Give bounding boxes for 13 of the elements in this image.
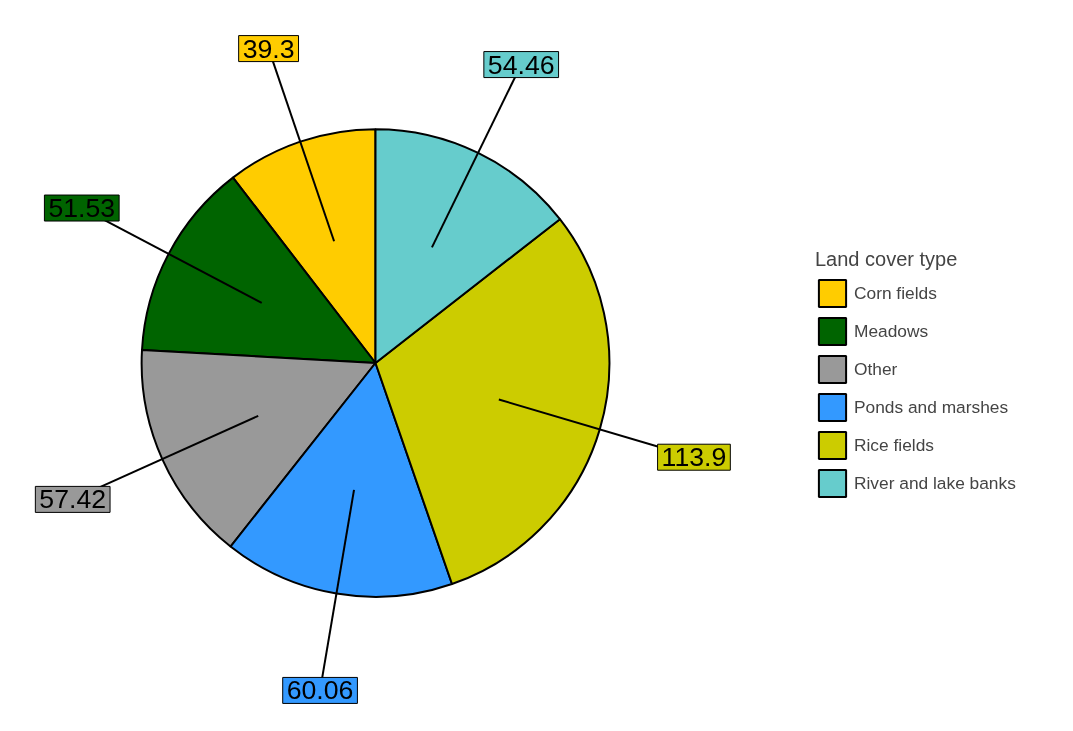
legend-label: River and lake banks bbox=[854, 472, 1016, 494]
legend-title: Land cover type bbox=[815, 248, 959, 271]
data-label: 57.42 bbox=[39, 484, 107, 515]
legend-label: Other bbox=[854, 358, 898, 380]
data-label: 113.9 bbox=[661, 442, 727, 473]
data-label: 54.46 bbox=[487, 49, 555, 80]
data-label: 39.3 bbox=[242, 33, 295, 64]
legend-label: Ponds and marshes bbox=[854, 396, 1009, 418]
legend-label: Corn fields bbox=[854, 282, 937, 304]
data-label: 60.06 bbox=[286, 675, 354, 706]
legend-label: Rice fields bbox=[854, 434, 934, 456]
legend-label: Meadows bbox=[854, 320, 929, 342]
data-label: 51.53 bbox=[48, 193, 116, 224]
